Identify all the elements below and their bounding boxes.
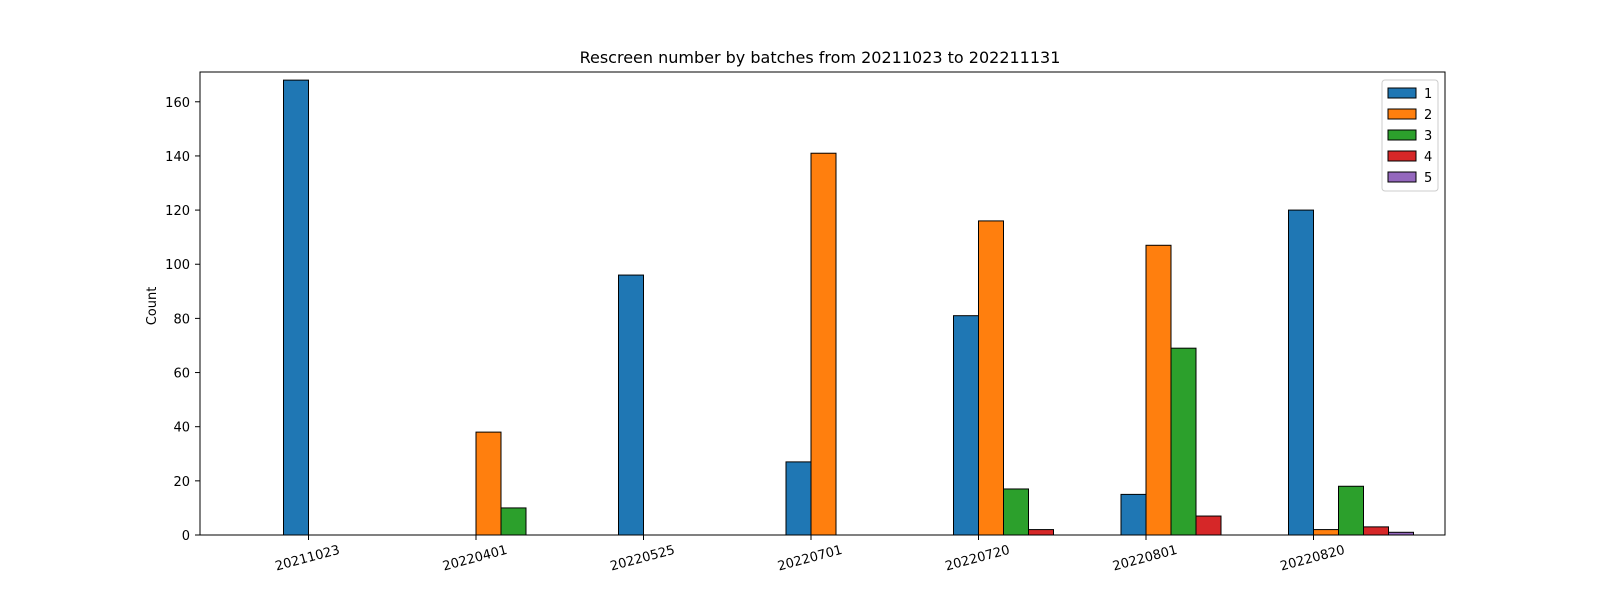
bar-2-20220720	[978, 220, 1004, 536]
x-tick-label: 20220820	[1279, 543, 1347, 575]
legend-label-2: 2	[1424, 108, 1432, 123]
y-tick-label: 20	[173, 475, 190, 490]
bar-1-20220820	[1288, 209, 1314, 536]
y-tick-label: 100	[165, 258, 190, 273]
y-axis: 0 20 40 60 80 100 120 140 160	[165, 96, 200, 544]
bar-2-20220820	[1313, 529, 1339, 536]
bar-1-20220525	[618, 274, 644, 536]
legend: 1 2 3 4 5	[1381, 79, 1439, 192]
y-tick-label: 60	[173, 367, 190, 382]
y-axis-label: Count	[145, 287, 160, 326]
bar-2-20220701	[810, 152, 837, 536]
legend-label-3: 3	[1424, 129, 1432, 144]
x-tick-label: 20220401	[441, 543, 509, 575]
y-tick-label: 160	[165, 96, 190, 111]
plot-frame	[199, 71, 1446, 536]
x-tick-label: 20220720	[944, 543, 1012, 575]
legend-label-5: 5	[1424, 171, 1432, 186]
legend-label-1: 1	[1424, 87, 1432, 102]
bar-1-20220801	[1120, 493, 1147, 536]
bar-1-20220720	[953, 315, 979, 536]
legend-label-4: 4	[1424, 150, 1432, 165]
legend-swatch-2	[1387, 108, 1417, 120]
chart-title: Rescreen number by batches from 20211023…	[580, 48, 1061, 67]
x-tick-label: 20220525	[609, 543, 677, 575]
bars-group	[283, 79, 1414, 536]
bar-3-20220820	[1338, 485, 1364, 536]
bar-1-20220701	[785, 461, 812, 536]
bar-3-20220401	[500, 507, 527, 536]
legend-swatch-3	[1387, 129, 1417, 141]
bar-4-20220801	[1195, 515, 1222, 536]
x-axis: 20211023 20220401 20220525 20220701 20220720…	[274, 535, 1347, 575]
bar-3-20220801	[1170, 347, 1197, 536]
x-tick-label: 20211023	[274, 543, 342, 575]
x-tick-label: 20220701	[776, 543, 844, 575]
bar-2-20220801	[1145, 244, 1172, 536]
y-tick-label: 140	[165, 150, 190, 165]
bar-4-20220820	[1363, 526, 1389, 536]
y-tick-label: 120	[165, 204, 190, 219]
bar-4-20220720	[1028, 529, 1054, 536]
legend-swatch-4	[1387, 150, 1417, 162]
bar-2-20220401	[475, 431, 502, 536]
legend-swatch-5	[1387, 171, 1417, 183]
y-tick-label: 0	[182, 529, 190, 544]
x-tick-label: 20220801	[1111, 543, 1179, 575]
y-tick-label: 80	[173, 312, 190, 327]
bar-3-20220720	[1003, 488, 1029, 536]
y-tick-label: 40	[173, 421, 190, 436]
bar-1-20211023	[283, 79, 309, 536]
legend-swatch-1	[1387, 87, 1417, 99]
